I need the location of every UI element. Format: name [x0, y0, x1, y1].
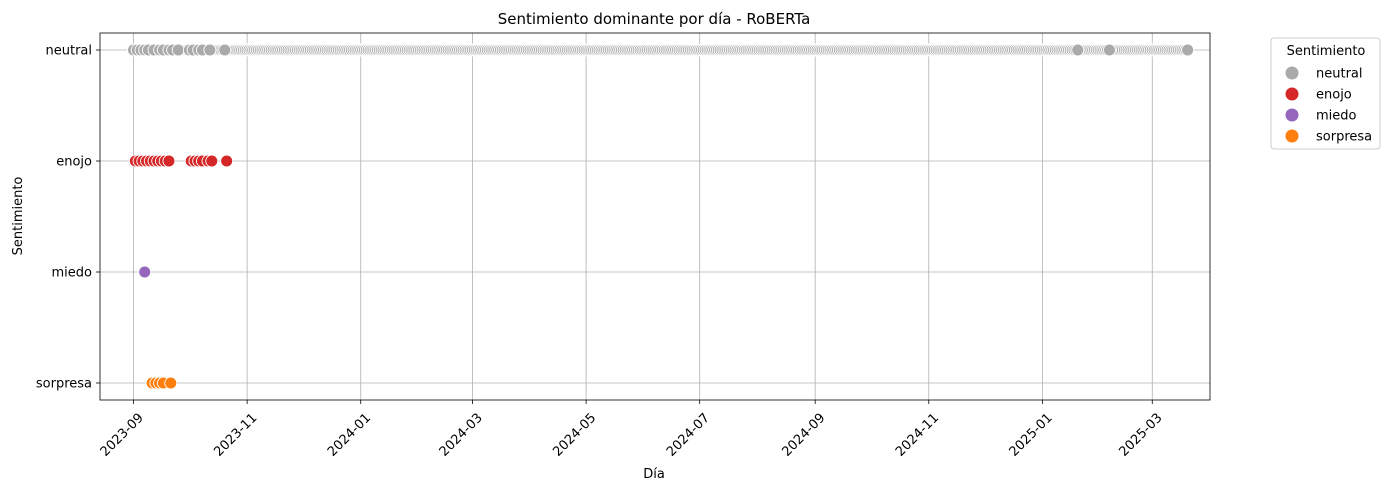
point-miedo [138, 265, 152, 279]
data-points [127, 43, 1195, 390]
legend-marker-sorpresa [1285, 129, 1299, 143]
point-enojo [220, 154, 234, 168]
plot-frame [99, 32, 1211, 401]
point-neutral [1071, 43, 1085, 57]
point-neutral [1102, 43, 1116, 57]
legend-marker-miedo [1285, 108, 1299, 122]
y-tick-label: neutral [46, 44, 93, 59]
y-tick-label: sorpresa [36, 377, 92, 392]
legend-label-miedo: miedo [1316, 109, 1357, 124]
legend-marker-neutral [1285, 66, 1299, 80]
legend-label-neutral: neutral [1316, 67, 1363, 82]
legend-title: Sentimiento [1287, 44, 1366, 59]
point-neutral [218, 43, 232, 57]
y-tick-label: miedo [52, 266, 93, 281]
point-neutral [1181, 43, 1195, 57]
point-neutral [171, 43, 185, 57]
y-axis-title: Sentimiento [11, 177, 26, 256]
legend-marker-enojo [1285, 87, 1299, 101]
legend: Sentimiento neutral enojo miedo sorpresa [1270, 37, 1381, 150]
point-sorpresa [164, 376, 178, 390]
point-enojo [162, 154, 176, 168]
legend-label-sorpresa: sorpresa [1316, 130, 1372, 145]
x-axis-title: Día [643, 467, 665, 482]
point-neutral [203, 43, 217, 57]
y-axis: neutral enojo miedo sorpresa [36, 44, 100, 392]
chart-title: Sentimiento dominante por día - RoBERTa [498, 10, 811, 28]
y-tick-label: enojo [56, 155, 92, 170]
point-enojo [205, 154, 219, 168]
legend-label-enojo: enojo [1316, 88, 1352, 103]
legend-frame [1270, 37, 1381, 150]
